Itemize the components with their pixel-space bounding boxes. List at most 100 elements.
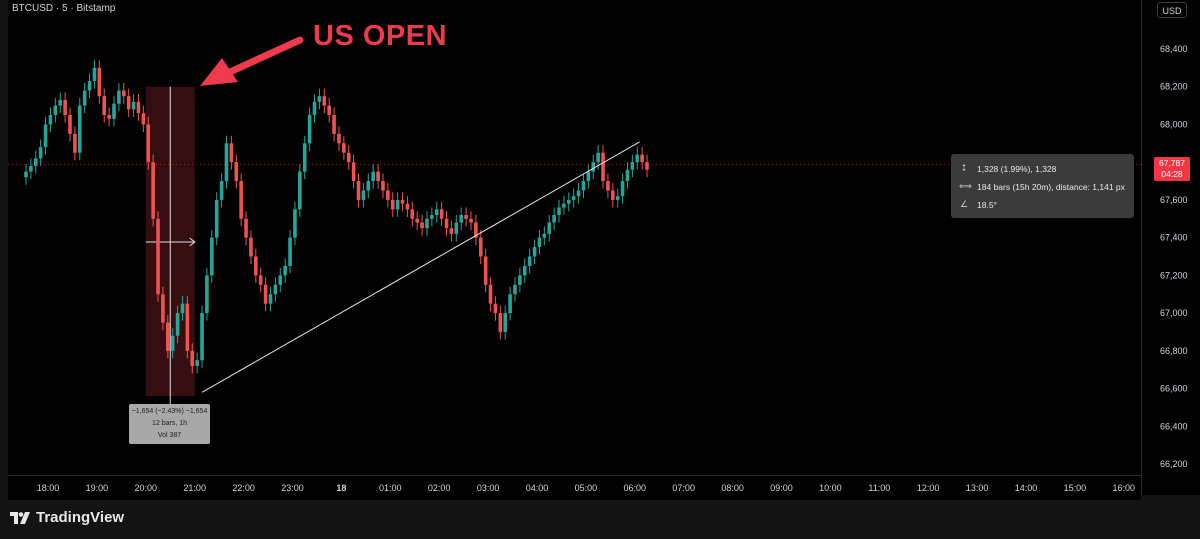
candle-body — [366, 181, 371, 191]
candle-body — [205, 275, 209, 314]
candle-body — [73, 133, 77, 153]
candle-body — [532, 247, 537, 257]
candle-body — [92, 67, 97, 82]
candle-body — [97, 67, 102, 97]
last-price-tag: 67,787 04:28 — [1154, 157, 1190, 181]
last-price: 67,787 — [1159, 158, 1185, 168]
candle-body — [430, 215, 434, 219]
candle-body — [620, 181, 625, 197]
candle-body — [24, 171, 28, 178]
price-tick-label: 68,000 — [1160, 119, 1188, 129]
candle-body — [640, 154, 644, 163]
candle-body — [48, 115, 53, 125]
tradingview-logo[interactable]: TradingView — [10, 509, 124, 526]
time-tick-label: 13:00 — [966, 483, 989, 493]
time-tick-label: 16:00 — [1113, 483, 1136, 493]
measure-arrow-right — [189, 237, 196, 247]
candle-body — [332, 115, 336, 134]
candle-body — [498, 313, 503, 332]
candle-body — [449, 228, 454, 234]
candle-body — [210, 237, 214, 276]
candle-body — [180, 303, 185, 314]
candle-body — [488, 284, 493, 304]
time-axis[interactable] — [8, 475, 1141, 501]
candle-body — [615, 196, 620, 200]
candle-body — [601, 152, 605, 182]
candle-body — [434, 209, 439, 215]
candle-body — [606, 181, 610, 191]
candle-body — [219, 181, 224, 200]
candle-body — [195, 360, 199, 366]
time-tick-label: 18 — [336, 483, 346, 493]
candle-body — [185, 303, 190, 351]
candle-body — [552, 215, 556, 223]
candle-body — [102, 96, 107, 116]
time-tick-label: 22:00 — [232, 483, 255, 493]
annotation-arrow-head — [200, 58, 238, 86]
candle-body — [337, 133, 341, 144]
candle-body — [175, 313, 180, 336]
info-row-price: ⭥ 1,328 (1.99%), 1,328 — [959, 163, 1057, 174]
time-tick-label: 18:00 — [37, 483, 60, 493]
time-tick-label: 04:00 — [526, 483, 549, 493]
candle-body — [493, 303, 498, 314]
candle-body — [395, 199, 400, 210]
candle-body — [146, 124, 151, 163]
candle-body — [327, 105, 331, 116]
candle-body — [268, 294, 273, 304]
info-price-range: 1,328 (1.99%), 1,328 — [977, 163, 1057, 174]
info-row-bars: ⟺ 184 bars (15h 20m), distance: 1,141 px — [959, 181, 1125, 192]
candle-body — [586, 171, 591, 182]
candle-body — [77, 105, 82, 153]
candle-body — [645, 162, 649, 170]
price-axis[interactable] — [1141, 0, 1200, 495]
angle-icon: ∠ — [959, 199, 969, 209]
candle-body — [244, 218, 248, 238]
candle-body — [390, 199, 395, 210]
candle-body — [239, 181, 243, 219]
time-tick-label: 11:00 — [868, 483, 890, 493]
measure-box: −1,654 (−2.43%) −1,654 12 bars, 1h Vol 3… — [129, 404, 210, 444]
price-tick-label: 67,200 — [1160, 270, 1188, 280]
measure-bars: 12 bars, 1h — [151, 420, 188, 427]
candle-body — [371, 171, 375, 182]
candle-body — [420, 222, 424, 229]
candle-body — [43, 124, 48, 148]
time-tick-label: 03:00 — [477, 483, 500, 493]
price-range-icon: ⭥ — [961, 163, 967, 173]
candle-body — [459, 215, 464, 223]
currency-button[interactable]: USD — [1157, 2, 1187, 18]
candle-body — [141, 113, 146, 125]
candle-body — [126, 96, 131, 110]
candle-body — [415, 218, 419, 223]
candle-body — [400, 199, 405, 204]
candle-body — [625, 169, 630, 182]
info-bars-range: 184 bars (15h 20m), distance: 1,141 px — [977, 181, 1125, 192]
bars-range-icon: ⟺ — [959, 181, 972, 191]
candle-body — [508, 294, 512, 314]
candle-body — [273, 284, 278, 295]
candle-body — [610, 190, 615, 200]
candle-body — [322, 96, 327, 106]
candle-body — [234, 162, 239, 182]
candle-body — [410, 209, 415, 219]
price-tick-label: 68,200 — [1160, 82, 1188, 92]
time-tick-label: 12:00 — [917, 483, 940, 493]
candle-body — [566, 199, 571, 204]
time-tick-label: 06:00 — [624, 483, 647, 493]
candle-body — [630, 162, 635, 170]
candle-body — [346, 152, 351, 163]
candle-body — [635, 154, 640, 163]
candle-body — [229, 143, 234, 163]
candle-body — [302, 143, 307, 172]
candle-body — [342, 143, 346, 153]
candle-body — [161, 294, 165, 323]
candle-body — [288, 237, 292, 266]
symbol-label[interactable]: BTCUSD · 5 · Bitstamp — [12, 3, 116, 14]
candle-body — [317, 96, 322, 102]
candle-body — [214, 199, 219, 238]
candle-body — [33, 158, 38, 166]
time-tick-label: 14:00 — [1015, 483, 1038, 493]
candle-body — [513, 284, 517, 295]
candle-body — [351, 162, 356, 182]
